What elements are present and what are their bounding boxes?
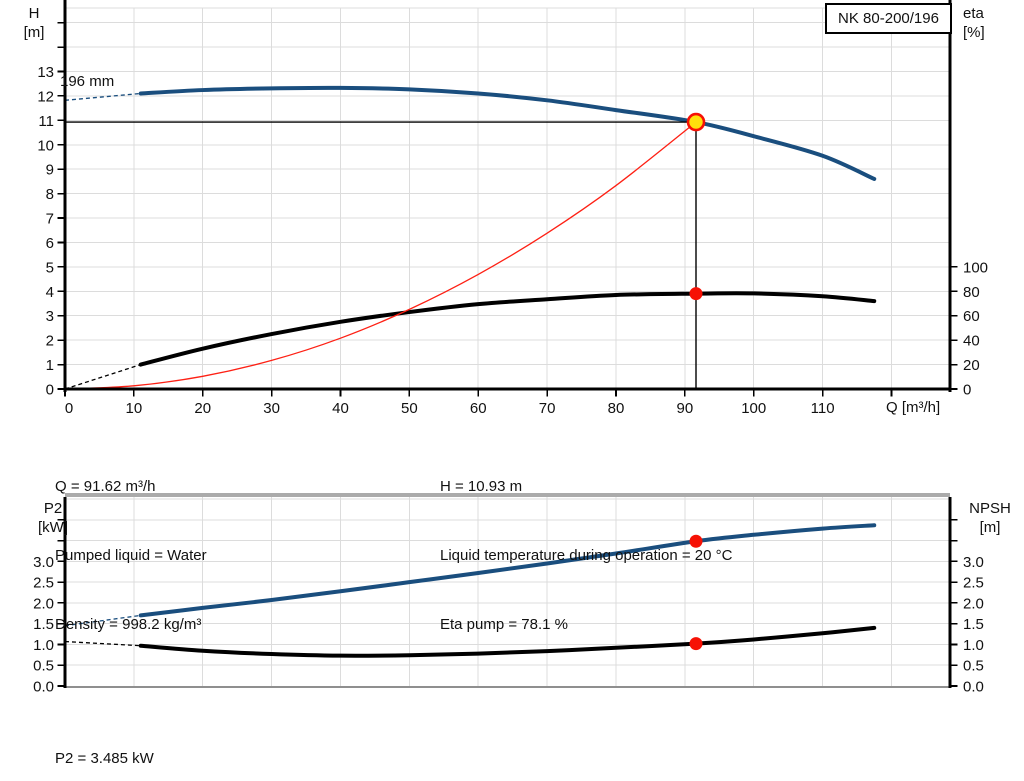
y-tick-label-right: 0 <box>963 382 971 399</box>
y-tick-label-right: 0.0 <box>963 679 984 696</box>
y-tick-label-left: 4 <box>46 284 54 301</box>
y-tick-label-left: 0 <box>46 382 54 399</box>
y-tick-label-left: 1.0 <box>33 637 54 654</box>
x-tick-label: 110 <box>811 400 835 417</box>
x-tick-label: 20 <box>194 400 211 417</box>
p2-value: P2 = 3.485 kW <box>55 750 154 767</box>
y-tick-label-left: 2.5 <box>33 575 54 592</box>
duty-info-left: Q = 91.62 m³/h Pumped liquid = Water Den… <box>55 429 207 682</box>
y-tick-label-right: 1.5 <box>963 616 984 633</box>
x-tick-label: 40 <box>332 400 349 417</box>
y-tick-label-left: 3.0 <box>33 554 54 571</box>
duty-h-value: H = 10.93 m <box>440 478 523 495</box>
y-tick-label-right: 40 <box>963 333 980 350</box>
y-tick-label-left: 1.5 <box>33 616 54 633</box>
x-tick-label: 70 <box>539 400 556 417</box>
y-tick-label-left: 7 <box>46 211 54 228</box>
x-tick-label: 60 <box>470 400 487 417</box>
efficiency-curve-extrapolated <box>64 363 141 390</box>
p2-axis-title: P2 [kW] <box>38 500 68 536</box>
y-tick-label-right: 60 <box>963 308 980 325</box>
y-tick-label-left: 11 <box>38 113 54 130</box>
npsh-curve <box>138 625 877 658</box>
y-tick-label-left: 2 <box>46 333 54 350</box>
y-tick-label-left: 0.5 <box>33 658 54 675</box>
y-tick-label-right: 2.0 <box>963 595 984 612</box>
eta-axis-title: eta [%] <box>963 5 985 41</box>
q-axis-title: Q [m³/h] <box>886 399 941 416</box>
y-tick-label-left: 3 <box>46 308 54 325</box>
duty-point-marker[interactable] <box>686 112 706 132</box>
y-tick-label-left: 0.0 <box>33 679 54 696</box>
power-info: P2 = 3.485 kW NPSH = 1.02 m Max power P2… <box>55 701 397 781</box>
duty-q-value: Q = 91.62 m³/h <box>55 478 156 495</box>
liquid-temperature-value: Liquid temperature during operation = 20… <box>440 547 733 564</box>
p2-curve <box>138 523 877 618</box>
eta-pump-value: Eta pump = 78.1 % <box>440 616 568 633</box>
y-tick-label-left: 5 <box>46 259 54 276</box>
h-axis-title: H [m] <box>23 5 45 41</box>
y-tick-label-right: 100 <box>963 259 988 276</box>
y-tick-label-right: 20 <box>963 357 980 374</box>
pumped-liquid-value: Pumped liquid = Water <box>55 547 207 564</box>
y-tick-label-left: 10 <box>37 137 54 154</box>
head-curve <box>138 85 877 181</box>
npsh-point-marker <box>689 637 703 651</box>
duty-info-right: H = 10.93 m Liquid temperature during op… <box>440 429 732 682</box>
y-tick-label-left: 8 <box>46 186 54 203</box>
y-tick-label-right: 1.0 <box>963 637 984 654</box>
system-curve <box>64 121 697 390</box>
y-tick-label-right: 2.5 <box>963 575 984 592</box>
x-tick-label: 90 <box>677 400 694 417</box>
x-tick-label: 0 <box>65 400 73 417</box>
y-tick-label-right: 3.0 <box>963 554 984 571</box>
npsh-curve-extrapolated <box>64 640 141 647</box>
x-tick-label: 50 <box>401 400 418 417</box>
p2-curve-extrapolated <box>64 614 141 627</box>
x-tick-label: 30 <box>263 400 280 417</box>
x-tick-label: 80 <box>608 400 625 417</box>
pump-model-badge: NK 80-200/196 <box>825 3 952 34</box>
x-tick-label: 100 <box>741 400 766 417</box>
y-tick-label-left: 9 <box>46 162 54 179</box>
eta-point-marker <box>689 287 703 301</box>
y-tick-label-left: 1 <box>46 357 54 374</box>
y-tick-label-left: 2.0 <box>33 595 54 612</box>
impeller-size-label: 196 mm <box>60 73 115 90</box>
y-tick-label-left: 12 <box>37 88 54 105</box>
density-value: Density = 998.2 kg/m³ <box>55 616 202 633</box>
npsh-axis-title: NPSH [m] <box>969 500 1011 536</box>
p2-point-marker <box>689 534 703 548</box>
y-tick-label-left: 6 <box>46 235 54 252</box>
y-tick-label-right: 0.5 <box>963 658 984 675</box>
x-tick-label: 10 <box>126 400 143 417</box>
head-curve-extrapolated <box>64 92 141 101</box>
efficiency-curve <box>138 291 877 367</box>
y-tick-label-right: 80 <box>963 284 980 301</box>
y-tick-label-left: 13 <box>37 64 54 81</box>
